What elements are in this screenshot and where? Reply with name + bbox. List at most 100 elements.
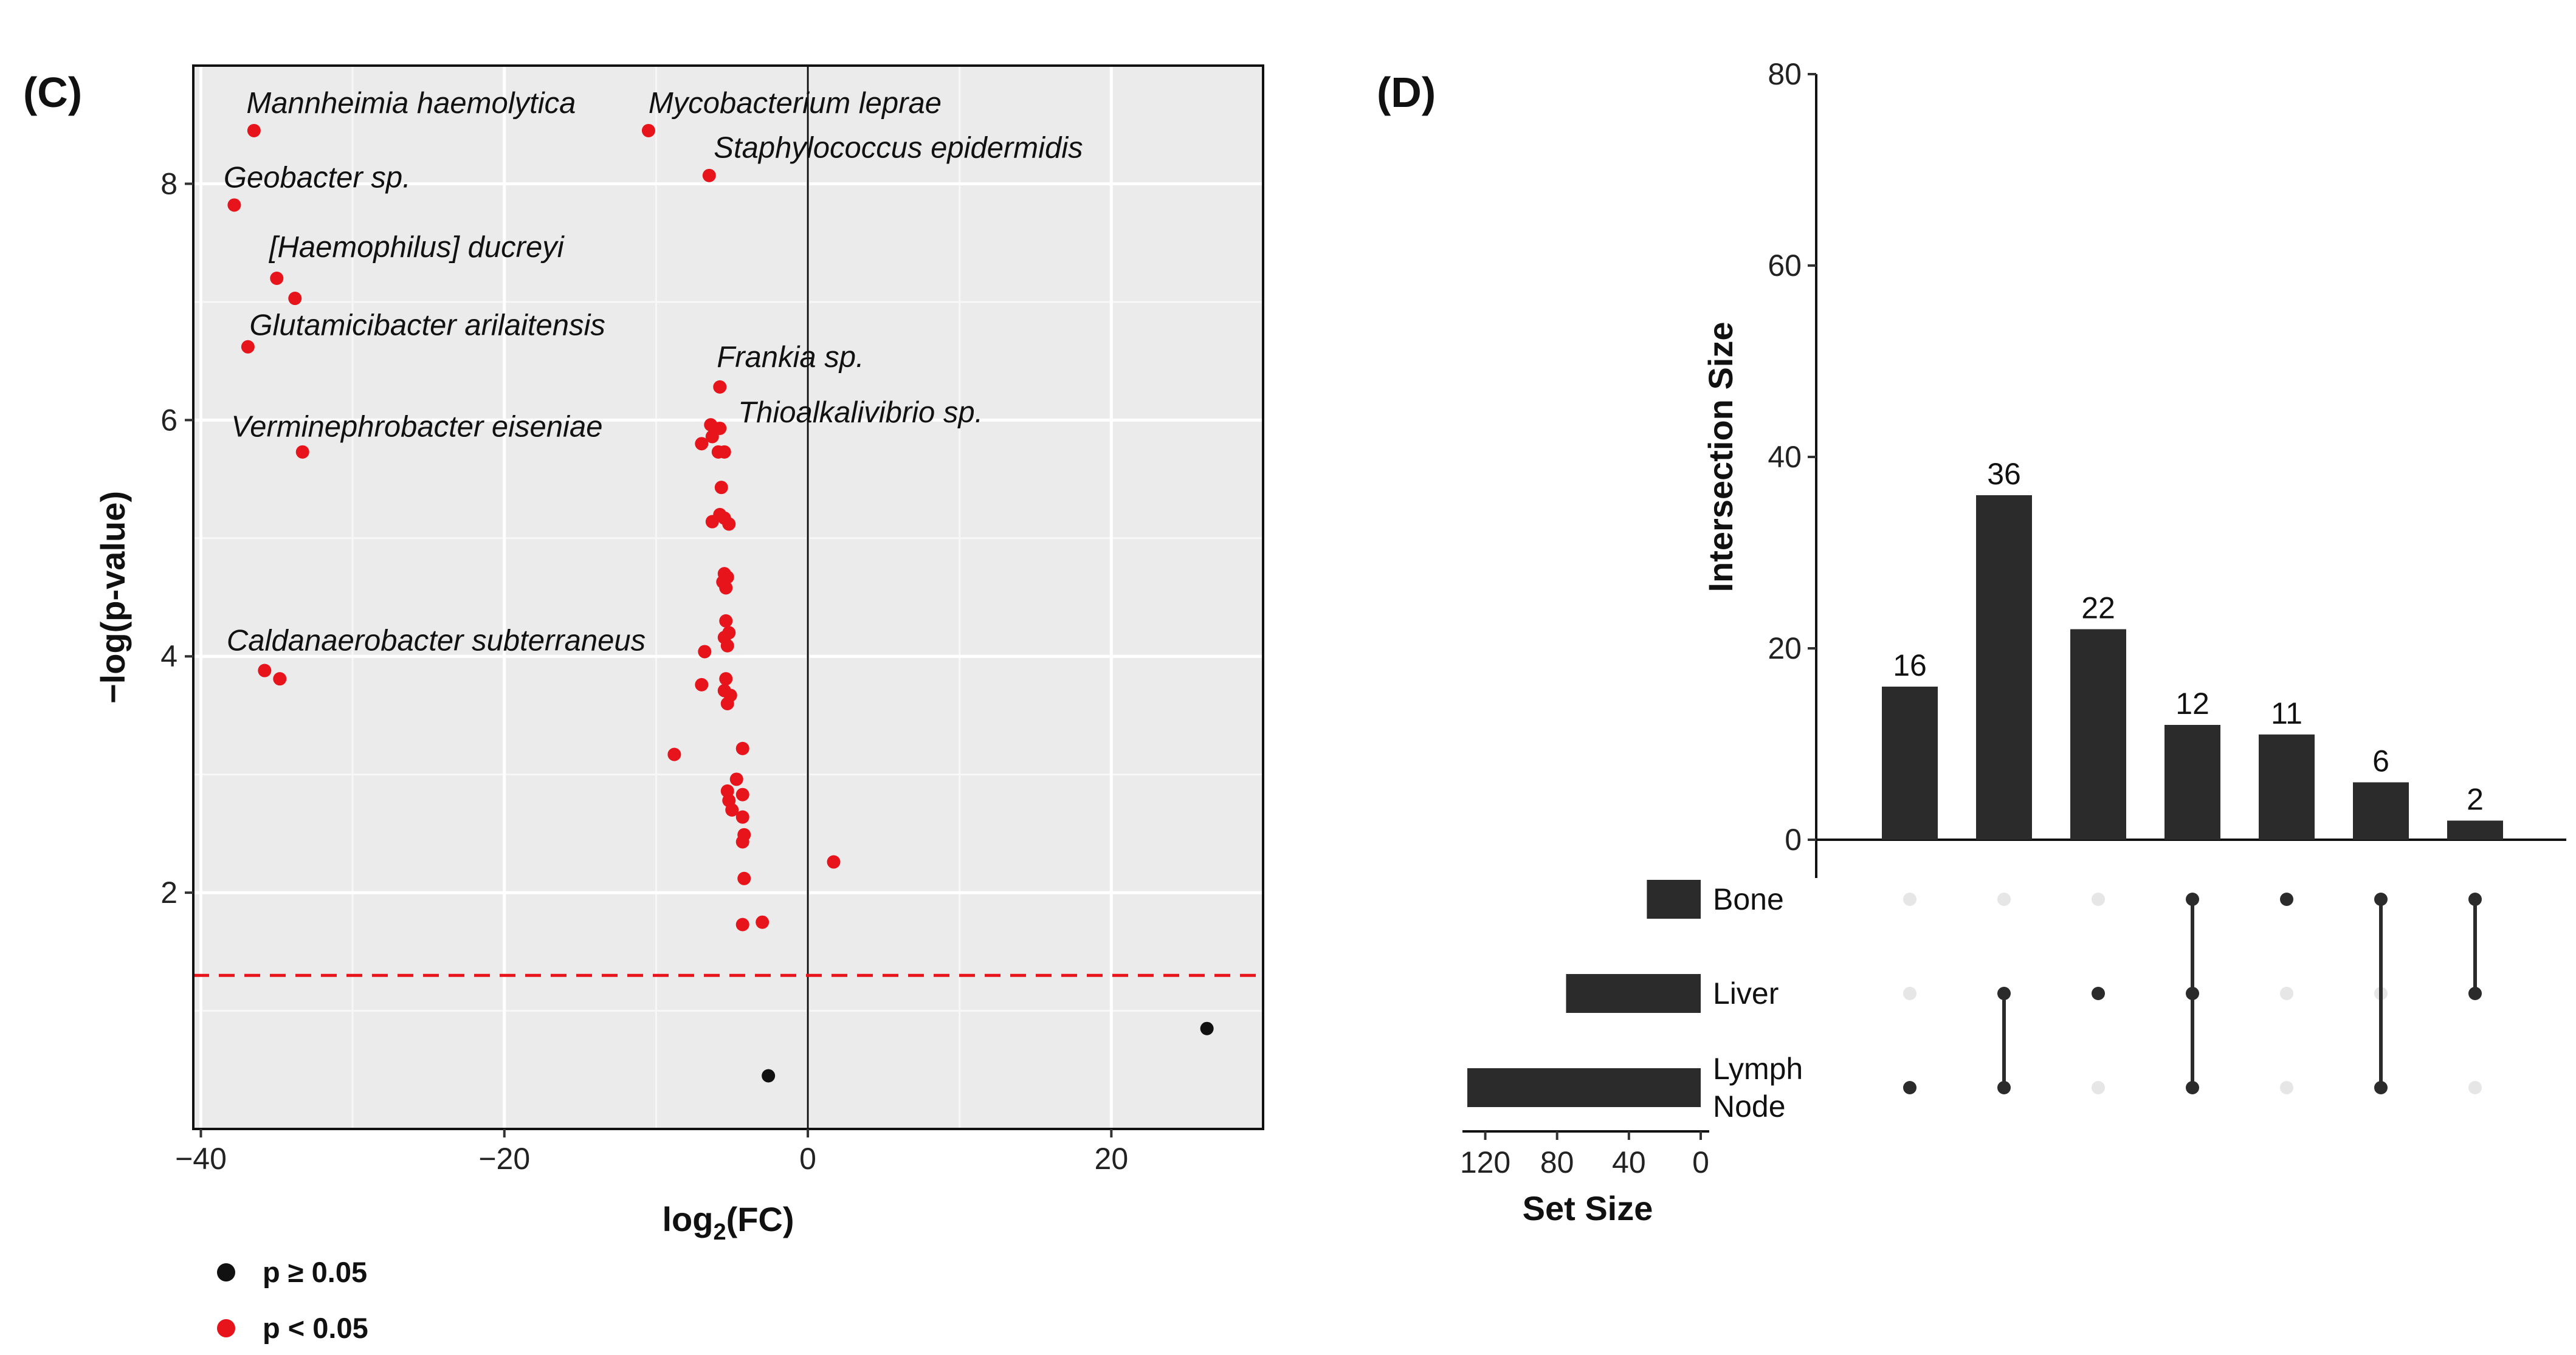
significant-point: [705, 515, 719, 529]
intersection-size-title: Intersection Size: [1701, 321, 1740, 592]
intersection-bar: [1976, 495, 2032, 840]
intersection-bar-label: 16: [1893, 648, 1927, 682]
intersection-bar: [1882, 687, 1938, 840]
significant-point: [735, 810, 749, 824]
significant-point: [719, 581, 733, 595]
plot-background: [193, 66, 1263, 1129]
significant-point: [702, 168, 716, 182]
matrix-dot-active: [2280, 893, 2293, 906]
legend: p ≥ 0.05 p < 0.05: [217, 1256, 368, 1344]
significant-point: [270, 272, 284, 285]
matrix-dot-inactive: [1903, 893, 1917, 906]
intersection-bar: [2353, 782, 2409, 840]
species-label: Glutamicibacter arilaitensis: [249, 309, 605, 341]
significant-point: [247, 123, 261, 137]
volcano-plot: Mannheimia haemolytica Mycobacterium lepr…: [94, 64, 1264, 1344]
intersection-bar: [2259, 734, 2315, 840]
matrix-dot-inactive: [1997, 893, 2011, 906]
matrix-dot-inactive: [2280, 1081, 2293, 1094]
matrix-dot-inactive: [1903, 987, 1917, 1000]
significant-point: [729, 772, 743, 786]
significant-point: [713, 380, 727, 394]
species-label: Caldanaerobacter subterraneus: [227, 625, 646, 657]
intersection-bar: [2164, 725, 2220, 840]
matrix-dot-active: [1903, 1081, 1917, 1094]
x-tick-label: −40: [175, 1142, 227, 1176]
legend-label: p ≥ 0.05: [263, 1256, 367, 1288]
y-tick-label: 6: [160, 403, 177, 437]
significant-point: [720, 697, 734, 710]
matrix-dot-inactive: [2092, 893, 2105, 906]
intersection-y-tick-label: 80: [1768, 57, 1802, 91]
set-size-tick-label: 120: [1460, 1145, 1510, 1179]
significant-point: [737, 871, 751, 885]
nonsignificant-point: [762, 1069, 776, 1083]
species-label: Mycobacterium leprae: [649, 87, 942, 120]
species-label: Thioalkalivibrio sp.: [738, 396, 983, 429]
intersection-y-tick-label: 60: [1768, 249, 1802, 283]
set-size-tick-label: 40: [1612, 1145, 1646, 1179]
species-label: [Haemophilus] ducreyi: [269, 231, 565, 264]
matrix-dot-active: [2092, 987, 2105, 1000]
panel-d-label: (D): [1377, 69, 1436, 116]
significant-point: [705, 430, 719, 444]
significant-point: [722, 517, 736, 531]
significant-point: [695, 678, 709, 691]
x-axis-title-subscript: 2: [713, 1220, 726, 1245]
y-tick-label: 2: [160, 876, 177, 910]
species-label: Geobacter sp.: [224, 161, 411, 194]
y-axis-title: −log(p-value): [94, 491, 132, 704]
legend-nonsignificant-dot: [217, 1263, 235, 1281]
intersection-bar-label: 22: [2081, 591, 2115, 625]
species-label: Mannheimia haemolytica: [246, 87, 576, 120]
x-tick-label: 20: [1095, 1142, 1129, 1176]
matrix-dot-inactive: [2092, 1081, 2105, 1094]
set-name-label: Lymph: [1713, 1052, 1803, 1086]
intersection-y-tick-label: 40: [1768, 440, 1802, 474]
set-name-label: Node: [1713, 1089, 1786, 1123]
legend-label: p < 0.05: [263, 1312, 368, 1344]
set-size-bar: [1647, 880, 1701, 919]
x-axis-title-rest: (FC): [726, 1200, 794, 1238]
x-tick-label: −20: [478, 1142, 530, 1176]
significant-point: [295, 445, 309, 459]
intersection-bar-label: 6: [2372, 744, 2389, 778]
y-tick-label: 4: [160, 639, 177, 673]
significant-point: [725, 803, 739, 817]
legend-significant-dot: [217, 1319, 235, 1337]
species-label: Verminephrobacter eiseniae: [231, 411, 602, 444]
nonsignificant-point: [1200, 1021, 1214, 1035]
set-size-tick-label: 0: [1692, 1145, 1709, 1179]
significant-point: [288, 292, 302, 306]
species-label: Staphylococcus epidermidis: [714, 132, 1083, 165]
significant-point: [641, 123, 655, 137]
significant-point: [735, 787, 749, 801]
significant-point: [698, 645, 712, 659]
significant-point: [735, 918, 749, 931]
matrix-dot-inactive: [2468, 1081, 2482, 1094]
intersection-bar: [2447, 820, 2503, 840]
upset-plot: 0 20 40 60 80 Intersection Size 16 36 22 12 11 6 2 12…: [1460, 57, 2566, 1227]
set-size-tick-label: 80: [1540, 1145, 1574, 1179]
significant-point: [714, 481, 728, 495]
intersection-bar-label: 11: [2271, 696, 2302, 730]
set-size-bar: [1566, 974, 1701, 1013]
panel-c-label: (C): [23, 69, 82, 116]
species-label: Frankia sp.: [717, 341, 864, 374]
significant-point: [756, 915, 770, 929]
significant-point: [227, 198, 241, 212]
significant-point: [735, 835, 749, 849]
intersection-bar-label: 12: [2175, 687, 2209, 721]
intersection-y-tick-label: 0: [1785, 823, 1802, 857]
significant-point: [258, 664, 272, 678]
significant-point: [720, 639, 734, 653]
x-axis-title-main: log: [662, 1200, 713, 1238]
significant-point: [711, 445, 725, 459]
set-name-label: Liver: [1713, 976, 1779, 1010]
significant-point: [695, 437, 709, 451]
set-size-bar: [1467, 1068, 1701, 1107]
significant-point: [667, 747, 681, 761]
set-name-label: Bone: [1713, 882, 1784, 916]
set-size-title: Set Size: [1523, 1189, 1653, 1227]
